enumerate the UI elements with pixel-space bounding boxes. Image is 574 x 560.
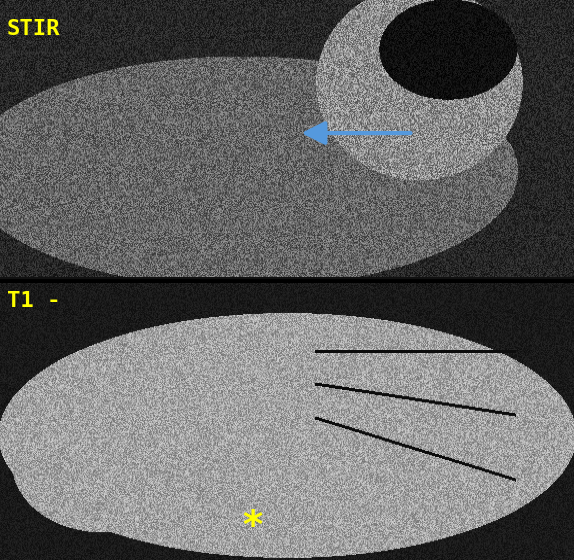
Text: STIR: STIR	[7, 20, 60, 39]
Text: *: *	[242, 508, 263, 546]
Text: T1 -: T1 -	[7, 291, 60, 311]
